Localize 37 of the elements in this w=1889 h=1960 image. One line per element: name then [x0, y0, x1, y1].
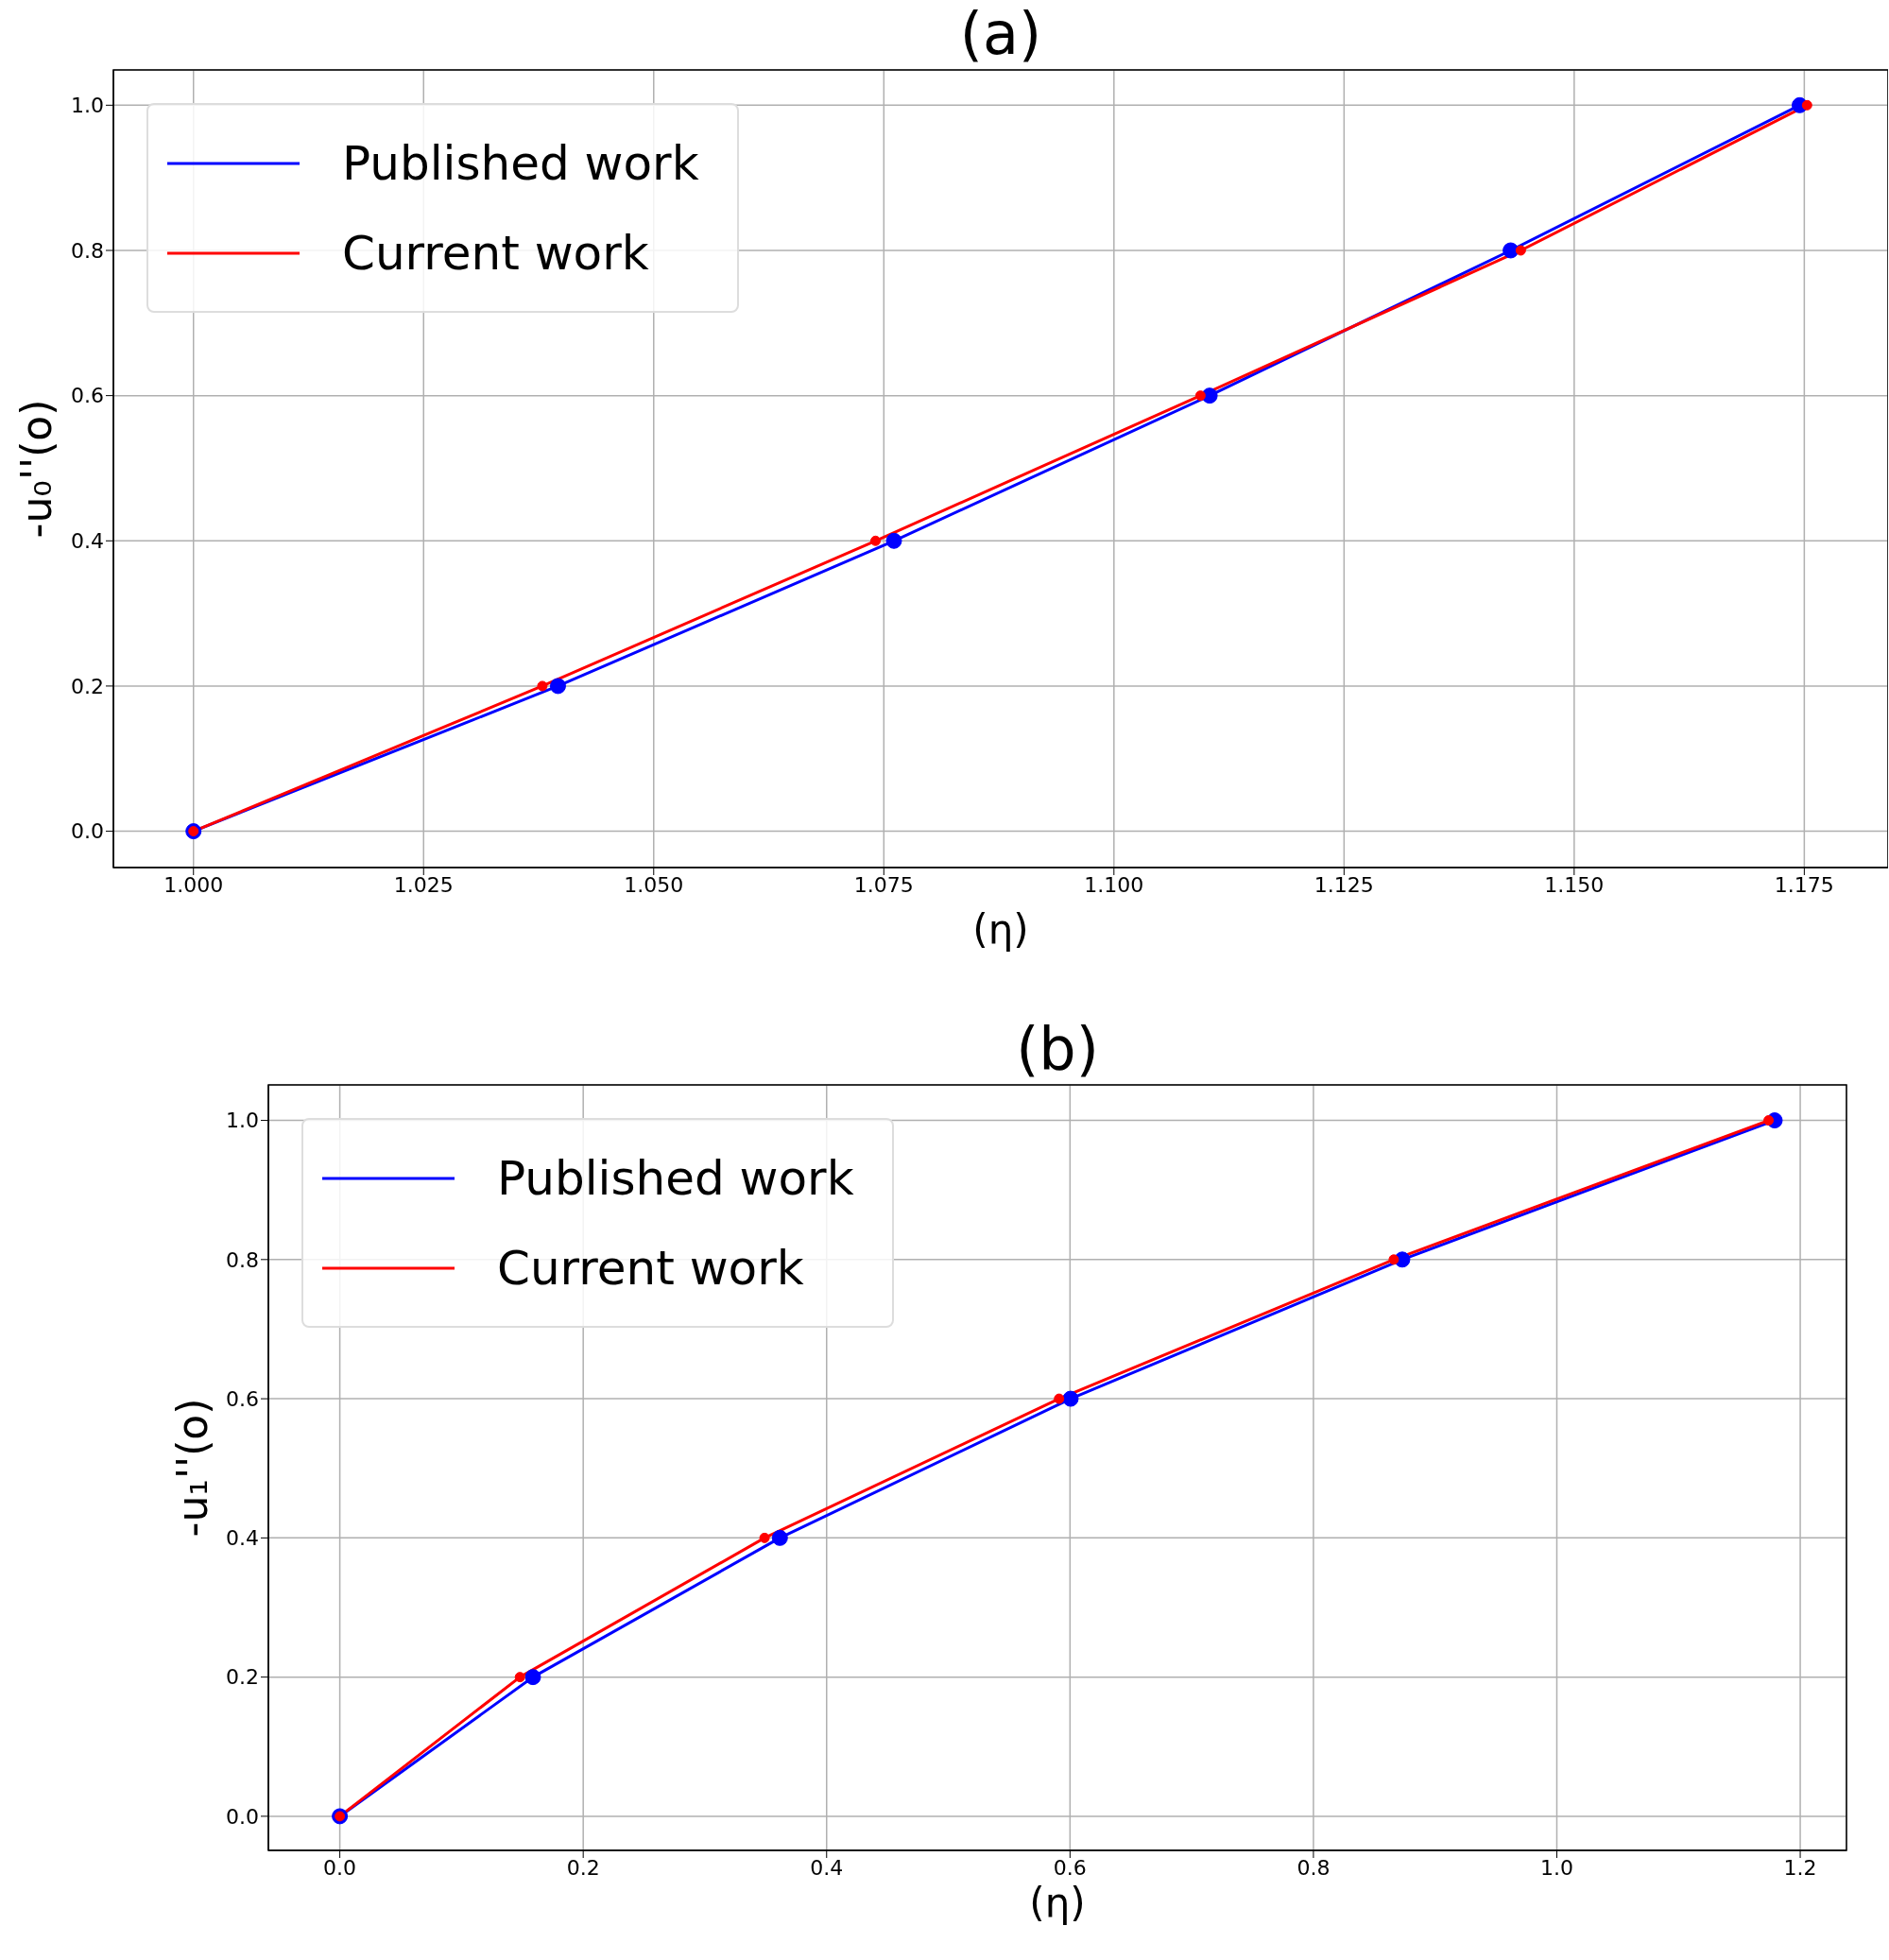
- x-tick-label: 0.4: [810, 1855, 844, 1880]
- y-tick-label: 1.0: [226, 1109, 259, 1133]
- x-tick-label: 1.175: [1774, 872, 1834, 897]
- x-tick-label: 1.075: [853, 872, 914, 897]
- y-tick-label: 0.0: [71, 819, 104, 844]
- legend-label: Published work: [497, 1150, 854, 1206]
- y-tick-label: 0.2: [226, 1665, 259, 1690]
- x-tick-label: 0.0: [323, 1855, 357, 1880]
- y-tick-label: 1.0: [71, 94, 104, 118]
- legend-label: Published work: [342, 135, 699, 191]
- legend-label: Current work: [497, 1240, 804, 1296]
- y-axis-title: -u₀''(o): [11, 399, 60, 539]
- x-tick-label: 1.0: [1539, 1855, 1573, 1880]
- x-tick-label: 0.8: [1297, 1855, 1331, 1880]
- y-tick-label: 0.8: [71, 238, 104, 263]
- x-tick-label: 1.000: [163, 872, 224, 897]
- chart-title: (a): [958, 0, 1043, 68]
- x-axis-title: (η): [971, 906, 1030, 953]
- x-axis-title: (η): [1028, 1880, 1087, 1926]
- y-tick-label: 0.4: [71, 529, 104, 554]
- chart-title: (b): [1015, 1014, 1100, 1083]
- x-tick-label: 1.125: [1314, 872, 1374, 897]
- x-tick-label: 0.6: [1053, 1855, 1087, 1880]
- y-tick-label: 0.2: [71, 674, 104, 698]
- y-tick-label: 0.6: [226, 1386, 259, 1411]
- x-tick-label: 1.2: [1783, 1855, 1817, 1880]
- y-tick-label: 0.4: [226, 1526, 259, 1551]
- x-tick-label: 1.150: [1544, 872, 1605, 897]
- y-tick-label: 0.0: [226, 1804, 259, 1829]
- x-tick-label: 1.050: [624, 872, 684, 897]
- y-tick-label: 0.8: [226, 1247, 259, 1272]
- x-tick-label: 1.025: [393, 872, 454, 897]
- x-tick-label: 1.100: [1084, 872, 1144, 897]
- x-tick-label: 0.2: [566, 1855, 600, 1880]
- y-axis-title: -u₁''(o): [167, 1398, 216, 1538]
- y-tick-label: 0.6: [71, 384, 104, 408]
- legend-label: Current work: [342, 225, 649, 281]
